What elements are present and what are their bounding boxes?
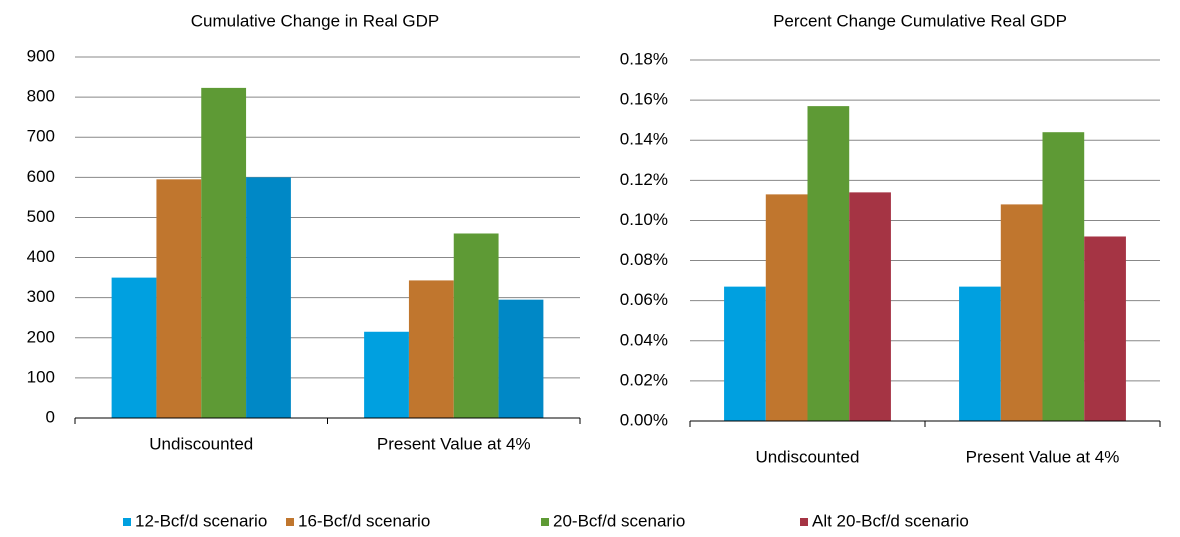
x-tick-label: Present Value at 4% [966,447,1120,466]
y-tick-label: 200 [27,327,55,346]
y-tick-label: 300 [27,287,55,306]
bar [849,192,891,421]
bar [246,177,291,418]
bar [765,194,808,421]
legend-swatch [800,518,808,526]
y-tick-label: 700 [27,127,55,146]
legend-swatch [286,518,294,526]
y-tick-label: 900 [27,46,55,65]
bar [156,179,202,418]
y-tick-label: 0 [46,407,55,426]
y-tick-label: 800 [27,87,55,106]
bar [724,286,766,421]
y-tick-label: 0.16% [620,90,668,109]
legend-swatch [541,518,549,526]
y-tick-label: 0.18% [620,49,668,68]
y-tick-label: 0.04% [620,330,668,349]
legend-label: 12-Bcf/d scenario [135,511,267,530]
y-tick-label: 0.14% [620,130,668,149]
x-tick-label: Undiscounted [756,447,860,466]
y-tick-label: 500 [27,207,55,226]
y-tick-label: 400 [27,247,55,266]
legend-swatch [123,518,131,526]
bar [1000,204,1043,421]
x-tick-label: Present Value at 4% [377,434,531,453]
y-tick-label: 100 [27,367,55,386]
chart-title: Percent Change Cumulative Real GDP [773,11,1067,30]
legend-label: 16-Bcf/d scenario [298,511,430,530]
bar [1084,236,1126,421]
x-tick-label: Undiscounted [149,434,253,453]
legend-label: 20-Bcf/d scenario [553,511,685,530]
y-tick-label: 0.02% [620,370,668,389]
chart-title: Cumulative Change in Real GDP [191,11,440,30]
bar [111,277,157,418]
y-tick-label: 0.00% [620,410,668,429]
legend-label: Alt 20-Bcf/d scenario [812,511,969,530]
bar [1042,132,1085,421]
bar [959,286,1001,421]
y-tick-label: 600 [27,167,55,186]
bar [201,87,247,418]
bar [453,233,499,418]
y-tick-label: 0.06% [620,290,668,309]
bar [364,331,409,418]
bar [807,106,850,421]
y-tick-label: 0.12% [620,170,668,189]
y-tick-label: 0.08% [620,250,668,269]
y-tick-label: 0.10% [620,210,668,229]
bar [498,299,544,418]
bar [408,280,454,418]
